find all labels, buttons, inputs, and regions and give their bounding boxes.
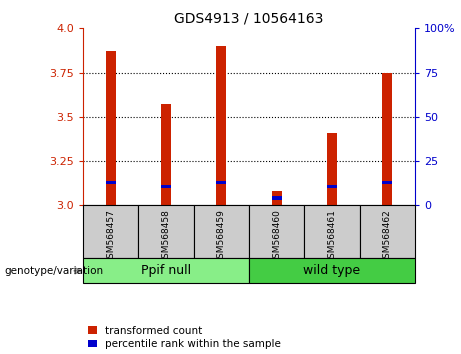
Bar bbox=[382, 181, 392, 184]
Text: GSM568461: GSM568461 bbox=[327, 210, 337, 264]
Text: GSM568458: GSM568458 bbox=[161, 210, 171, 264]
Bar bbox=[327, 184, 337, 188]
Bar bbox=[83, 205, 138, 258]
Text: Ppif null: Ppif null bbox=[141, 264, 191, 277]
Bar bbox=[83, 258, 249, 283]
Bar bbox=[272, 191, 282, 205]
Bar bbox=[304, 205, 360, 258]
Bar bbox=[249, 205, 304, 258]
Text: GSM568462: GSM568462 bbox=[383, 210, 392, 264]
Bar bbox=[382, 73, 392, 205]
Text: genotype/variation: genotype/variation bbox=[5, 266, 104, 276]
Bar bbox=[161, 104, 171, 205]
Text: GSM568457: GSM568457 bbox=[106, 210, 115, 264]
Bar bbox=[272, 195, 282, 200]
Bar bbox=[327, 133, 337, 205]
Legend: transformed count, percentile rank within the sample: transformed count, percentile rank withi… bbox=[88, 326, 281, 349]
Bar bbox=[360, 205, 415, 258]
Bar bbox=[216, 46, 226, 205]
Bar bbox=[106, 51, 116, 205]
Bar bbox=[194, 205, 249, 258]
Bar bbox=[249, 258, 415, 283]
Title: GDS4913 / 10564163: GDS4913 / 10564163 bbox=[174, 12, 324, 26]
Bar bbox=[161, 184, 171, 188]
Bar bbox=[106, 181, 116, 184]
Text: GSM568460: GSM568460 bbox=[272, 210, 281, 264]
Text: wild type: wild type bbox=[303, 264, 361, 277]
Text: GSM568459: GSM568459 bbox=[217, 210, 226, 264]
Bar bbox=[216, 181, 226, 184]
Bar bbox=[138, 205, 194, 258]
